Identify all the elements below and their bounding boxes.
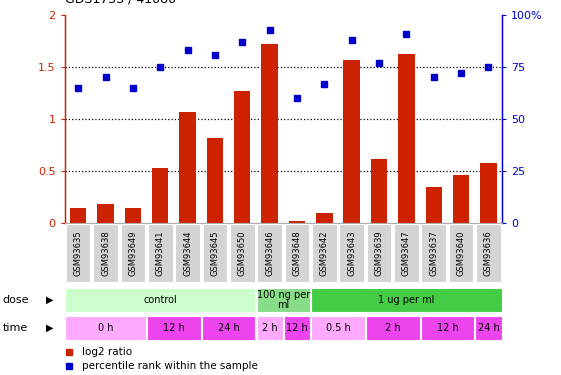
Bar [256, 316, 283, 340]
Text: 12 h: 12 h [163, 323, 185, 333]
FancyBboxPatch shape [367, 224, 392, 282]
FancyBboxPatch shape [394, 224, 419, 282]
Text: GSM93646: GSM93646 [265, 230, 274, 276]
Bar [206, 138, 223, 223]
Text: GSM93644: GSM93644 [183, 230, 192, 276]
Text: 2 h: 2 h [262, 323, 278, 333]
Text: 12 h: 12 h [436, 323, 458, 333]
FancyBboxPatch shape [148, 224, 173, 282]
Bar [65, 288, 255, 312]
Text: GSM93642: GSM93642 [320, 230, 329, 276]
FancyBboxPatch shape [257, 224, 282, 282]
Bar [398, 54, 415, 223]
Bar [98, 204, 114, 223]
FancyBboxPatch shape [421, 224, 446, 282]
Bar [343, 60, 360, 223]
Bar [261, 44, 278, 223]
Text: ▶: ▶ [45, 323, 53, 333]
FancyBboxPatch shape [312, 224, 337, 282]
Text: 2 h: 2 h [385, 323, 401, 333]
Text: control: control [144, 295, 177, 305]
FancyBboxPatch shape [339, 224, 364, 282]
Text: ▶: ▶ [45, 295, 53, 305]
Text: log2 ratio: log2 ratio [82, 346, 132, 357]
Text: GSM93645: GSM93645 [210, 230, 219, 276]
Text: GSM93637: GSM93637 [429, 230, 438, 276]
Bar [311, 316, 365, 340]
Bar [366, 316, 420, 340]
Text: GSM93643: GSM93643 [347, 230, 356, 276]
Text: 0 h: 0 h [98, 323, 113, 333]
Text: 24 h: 24 h [477, 323, 499, 333]
Text: 1 ug per ml: 1 ug per ml [378, 295, 435, 305]
Text: GSM93649: GSM93649 [128, 230, 137, 276]
Text: GDS1753 / 41080: GDS1753 / 41080 [65, 0, 176, 6]
Bar [475, 316, 502, 340]
Text: GSM93638: GSM93638 [101, 230, 110, 276]
Text: dose: dose [3, 295, 29, 305]
Text: 0.5 h: 0.5 h [325, 323, 351, 333]
Text: time: time [3, 323, 28, 333]
Text: GSM93650: GSM93650 [238, 230, 247, 276]
Bar [371, 159, 387, 223]
Bar [125, 207, 141, 223]
Bar [316, 213, 333, 223]
FancyBboxPatch shape [449, 224, 473, 282]
Bar [289, 221, 305, 223]
Bar [311, 288, 502, 312]
Text: percentile rank within the sample: percentile rank within the sample [82, 361, 258, 371]
Text: GSM93647: GSM93647 [402, 230, 411, 276]
Bar [256, 288, 310, 312]
Bar [70, 207, 86, 223]
FancyBboxPatch shape [175, 224, 200, 282]
FancyBboxPatch shape [121, 224, 145, 282]
FancyBboxPatch shape [476, 224, 501, 282]
Text: 12 h: 12 h [286, 323, 308, 333]
Text: GSM93648: GSM93648 [292, 230, 301, 276]
FancyBboxPatch shape [203, 224, 227, 282]
Bar [284, 316, 310, 340]
Text: GSM93640: GSM93640 [457, 230, 466, 276]
Text: 100 ng per
ml: 100 ng per ml [257, 290, 310, 310]
FancyBboxPatch shape [66, 224, 90, 282]
Bar [480, 163, 496, 223]
FancyBboxPatch shape [230, 224, 255, 282]
Bar [180, 112, 196, 223]
Bar [202, 316, 255, 340]
Bar [425, 187, 442, 223]
Bar [421, 316, 474, 340]
Bar [152, 168, 168, 223]
FancyBboxPatch shape [284, 224, 309, 282]
Bar [65, 316, 146, 340]
FancyBboxPatch shape [93, 224, 118, 282]
Bar [147, 316, 201, 340]
Bar [453, 175, 469, 223]
Text: GSM93636: GSM93636 [484, 230, 493, 276]
Text: GSM93641: GSM93641 [156, 230, 165, 276]
Text: GSM93635: GSM93635 [73, 230, 82, 276]
Text: GSM93639: GSM93639 [375, 230, 384, 276]
Text: 24 h: 24 h [218, 323, 240, 333]
Bar [234, 91, 250, 223]
